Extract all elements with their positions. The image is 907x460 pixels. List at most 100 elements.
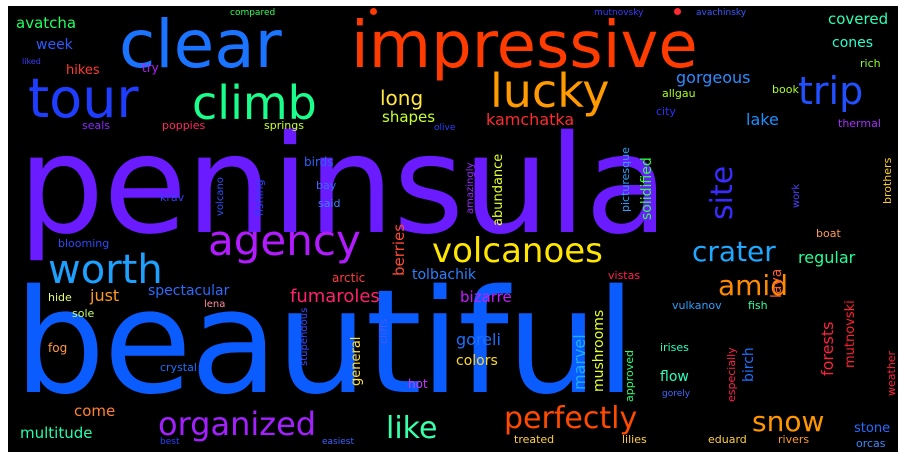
word-best: best bbox=[160, 437, 180, 447]
word-colors: colors bbox=[456, 353, 498, 369]
word-mutnovsky: mutnovsky bbox=[594, 8, 644, 18]
word-especially: especially bbox=[725, 347, 738, 402]
word-perfectly: perfectly bbox=[504, 401, 638, 436]
word-spectacular: spectacular bbox=[148, 283, 230, 299]
word-lucky: lucky bbox=[490, 64, 610, 118]
word-seals: seals bbox=[82, 119, 111, 132]
word-city: city bbox=[656, 105, 676, 118]
word-beautiful: beautiful bbox=[14, 258, 636, 426]
word-avachinsky: avachinsky bbox=[696, 8, 747, 18]
word-climb: climb bbox=[192, 76, 317, 130]
word-crater: crater bbox=[692, 235, 776, 268]
word-mushrooms: mushrooms bbox=[591, 309, 607, 392]
word-lava: lava bbox=[769, 268, 785, 298]
word-avatcha: avatcha bbox=[16, 14, 77, 32]
word-mutnovski: mutnovski bbox=[843, 300, 858, 368]
word-marvel: marvel bbox=[570, 334, 589, 390]
word-regular: regular bbox=[798, 248, 856, 267]
word-lake: lake bbox=[746, 110, 779, 129]
word-hikes: hikes bbox=[66, 63, 100, 78]
word-treated: treated bbox=[514, 433, 555, 446]
word-stone: stone bbox=[854, 421, 891, 436]
word-easiest: easiest bbox=[322, 437, 354, 447]
word-vistas: vistas bbox=[608, 269, 641, 282]
word-fog: fog bbox=[48, 341, 68, 355]
decorative-dot bbox=[370, 8, 377, 15]
word-abundance: abundance bbox=[491, 153, 506, 226]
decorative-dot bbox=[674, 8, 681, 15]
word-long: long bbox=[380, 86, 424, 110]
word-lena: lena bbox=[204, 299, 226, 310]
word-irises: irises bbox=[660, 341, 689, 354]
word-organized: organized bbox=[158, 405, 317, 443]
word-solidified: solidified bbox=[639, 157, 655, 220]
word-orcas: orcas bbox=[856, 437, 886, 450]
word-poppies: poppies bbox=[162, 119, 206, 132]
word-hot: hot bbox=[408, 377, 428, 391]
word-like: like bbox=[386, 411, 438, 446]
word-volcanoes: volcanoes bbox=[432, 231, 603, 271]
word-impressive: impressive bbox=[351, 9, 698, 83]
word-liked: liked bbox=[22, 57, 41, 66]
word-trip: trip bbox=[798, 69, 864, 113]
word-worth: worth bbox=[48, 247, 163, 293]
word-flow: flow bbox=[660, 369, 689, 385]
word-come: come bbox=[74, 402, 116, 420]
word-crystal: crystal bbox=[160, 361, 197, 374]
word-berries: berries bbox=[390, 223, 408, 276]
word-amazingly: amazingly bbox=[465, 162, 476, 214]
word-kamchatka: kamchatka bbox=[486, 110, 575, 129]
word-clear: clear bbox=[119, 6, 282, 83]
word-snow: snow bbox=[752, 405, 825, 438]
word-approved: approved bbox=[623, 350, 636, 402]
word-birds: birds bbox=[304, 155, 334, 169]
word-cliffs: cliffs bbox=[377, 318, 390, 344]
word-arctic: arctic bbox=[332, 271, 366, 285]
word-book: book bbox=[772, 83, 799, 96]
word-springs: springs bbox=[264, 119, 304, 132]
word-peninsula: peninsula bbox=[18, 107, 668, 265]
word-bay: bay bbox=[316, 179, 337, 192]
word-work: work bbox=[791, 183, 802, 208]
word-vulkanov: vulkanov bbox=[672, 299, 722, 312]
word-boat: boat bbox=[816, 227, 841, 240]
word-krav: krav bbox=[160, 191, 185, 204]
word-amid: amid bbox=[718, 269, 788, 302]
word-cones: cones bbox=[832, 35, 874, 51]
word-stupendous: stupendous bbox=[299, 307, 310, 366]
word-gorgeous: gorgeous bbox=[676, 68, 751, 87]
word-fish: fish bbox=[748, 299, 768, 312]
word-picturesque: picturesque bbox=[619, 147, 632, 212]
word-fumaroles: fumaroles bbox=[290, 286, 380, 307]
word-blooming: blooming bbox=[58, 237, 110, 250]
word-olive: olive bbox=[434, 123, 456, 133]
word-just: just bbox=[90, 286, 120, 305]
word-covered: covered bbox=[828, 10, 889, 28]
word-eduard: eduard bbox=[708, 433, 747, 446]
word-said: said bbox=[318, 197, 341, 210]
word-try: try bbox=[142, 61, 159, 75]
word-weather: weather bbox=[885, 350, 898, 396]
word-volcano: volcano bbox=[215, 177, 226, 216]
word-allgau: allgau bbox=[662, 87, 696, 100]
word-cloud: peninsula beautiful impressive clear tou… bbox=[8, 6, 898, 452]
word-birch: birch bbox=[741, 347, 757, 382]
word-thermal: thermal bbox=[838, 117, 881, 130]
word-goreli: goreli bbox=[456, 330, 501, 349]
word-site: site bbox=[705, 165, 740, 220]
word-sole: sole bbox=[72, 307, 95, 320]
word-rich: rich bbox=[860, 57, 881, 70]
word-gorely: gorely bbox=[662, 389, 691, 399]
word-general: general bbox=[349, 336, 364, 386]
word-tour: tour bbox=[28, 67, 139, 130]
word-multitude: multitude bbox=[20, 424, 93, 442]
word-shapes: shapes bbox=[382, 108, 436, 126]
word-fishing: fishing bbox=[253, 179, 266, 216]
word-tolbachik: tolbachik bbox=[412, 267, 476, 283]
word-rivers: rivers bbox=[778, 433, 810, 446]
word-hide: hide bbox=[48, 291, 72, 304]
word-lilies: lilies bbox=[622, 433, 647, 446]
word-agency: agency bbox=[208, 216, 361, 265]
word-brothers: brothers bbox=[881, 157, 894, 204]
word-bizarre: bizarre bbox=[460, 288, 512, 306]
